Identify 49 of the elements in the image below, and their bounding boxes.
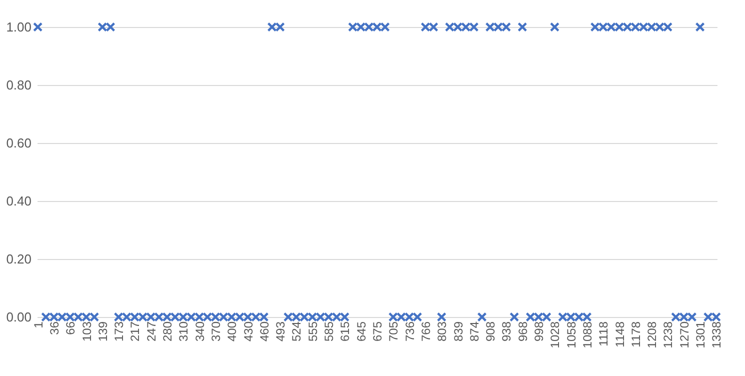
x-tick-label: 803 <box>435 321 450 342</box>
x-tick-label: 705 <box>386 321 401 342</box>
x-tick-label: 1238 <box>661 321 676 348</box>
x-tick-label: 555 <box>306 321 320 342</box>
x-tick-label: 736 <box>402 321 417 342</box>
x-tick-label: 217 <box>128 321 142 342</box>
x-tick-label: 615 <box>338 321 352 342</box>
x-tick-label: 1148 <box>612 321 627 348</box>
x-tick-label: 645 <box>354 321 368 342</box>
x-tick-label: 1338 <box>710 321 724 348</box>
x-tick-label: 968 <box>516 321 530 342</box>
y-tick-label: 0.80 <box>6 78 32 92</box>
x-tick-label: 493 <box>274 321 288 342</box>
x-tick-label: 1 <box>31 321 46 328</box>
x-tick-label: 1208 <box>645 321 660 348</box>
x-tick-label: 400 <box>225 321 240 342</box>
x-tick-label: 998 <box>532 321 546 342</box>
x-tick-label: 675 <box>370 321 384 342</box>
x-tick-label: 1028 <box>548 321 562 348</box>
x-tick-label: 1118 <box>596 321 611 346</box>
x-tick-label: 938 <box>500 321 514 342</box>
x-tick-label: 430 <box>241 321 256 342</box>
x-tick-label: 1301 <box>694 321 708 348</box>
y-tick-label: 0.00 <box>6 310 32 324</box>
x-tick-label: 839 <box>451 321 466 342</box>
x-tick-label: 139 <box>96 321 110 342</box>
x-tick-label: 1270 <box>677 321 692 348</box>
x-tick-label: 36 <box>47 321 62 335</box>
x-tick-label: 460 <box>257 321 272 342</box>
x-tick-label: 247 <box>144 321 158 342</box>
y-tick-label: 0.60 <box>6 136 32 150</box>
x-tick-label: 524 <box>290 321 304 342</box>
x-tick-label: 1058 <box>564 321 578 348</box>
x-tick-label: 280 <box>160 321 175 342</box>
x-tick-label: 370 <box>208 321 223 342</box>
x-tick-label: 310 <box>176 321 191 342</box>
x-tick-label: 766 <box>418 321 433 342</box>
x-tick-label: 1088 <box>580 321 594 348</box>
x-tick-label: 103 <box>80 321 94 342</box>
x-tick-label: 908 <box>484 321 498 342</box>
x-tick-label: 66 <box>64 321 78 335</box>
x-tick-label: 173 <box>112 321 126 342</box>
x-tick-label: 1178 <box>628 321 643 348</box>
x-tick-label: 874 <box>467 321 482 342</box>
y-tick-label: 1.00 <box>6 20 32 34</box>
y-tick-label: 0.20 <box>6 252 32 266</box>
x-tick-label: 585 <box>322 321 336 342</box>
y-tick-label: 0.40 <box>6 194 32 208</box>
x-tick-label: 340 <box>192 321 207 342</box>
